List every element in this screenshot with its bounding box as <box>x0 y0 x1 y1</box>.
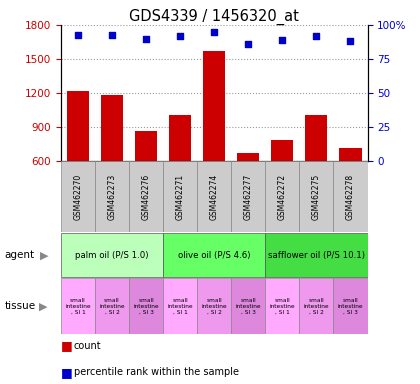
FancyBboxPatch shape <box>299 161 333 232</box>
Point <box>347 38 354 45</box>
FancyBboxPatch shape <box>61 233 163 278</box>
Text: safflower oil (P/S 10.1): safflower oil (P/S 10.1) <box>268 251 365 260</box>
Text: GSM462271: GSM462271 <box>176 174 185 220</box>
Bar <box>135 131 157 161</box>
Bar <box>271 140 294 161</box>
Text: small
intestine
, SI 2: small intestine , SI 2 <box>201 298 227 314</box>
FancyBboxPatch shape <box>333 278 368 334</box>
Text: GSM462275: GSM462275 <box>312 174 321 220</box>
FancyBboxPatch shape <box>129 161 163 232</box>
FancyBboxPatch shape <box>163 278 197 334</box>
Point <box>109 31 116 38</box>
Text: GSM462274: GSM462274 <box>210 174 219 220</box>
Point <box>143 36 150 42</box>
FancyBboxPatch shape <box>163 233 265 278</box>
Text: GSM462272: GSM462272 <box>278 174 287 220</box>
FancyBboxPatch shape <box>265 233 368 278</box>
Point <box>313 33 320 39</box>
FancyBboxPatch shape <box>95 278 129 334</box>
FancyBboxPatch shape <box>197 278 231 334</box>
Text: tissue: tissue <box>4 301 35 311</box>
Point <box>177 33 184 39</box>
Text: count: count <box>74 341 101 351</box>
Point <box>75 31 81 38</box>
Bar <box>101 95 123 161</box>
Text: percentile rank within the sample: percentile rank within the sample <box>74 367 239 377</box>
FancyBboxPatch shape <box>61 161 95 232</box>
Title: GDS4339 / 1456320_at: GDS4339 / 1456320_at <box>129 9 299 25</box>
Text: small
intestine
, SI 1: small intestine , SI 1 <box>270 298 295 314</box>
Bar <box>203 51 225 161</box>
FancyBboxPatch shape <box>265 161 299 232</box>
Bar <box>237 153 259 161</box>
Text: small
intestine
, SI 3: small intestine , SI 3 <box>236 298 261 314</box>
Text: GSM462273: GSM462273 <box>108 174 116 220</box>
Text: GSM462277: GSM462277 <box>244 174 253 220</box>
FancyBboxPatch shape <box>95 161 129 232</box>
FancyBboxPatch shape <box>61 278 95 334</box>
Text: small
intestine
, SI 3: small intestine , SI 3 <box>338 298 363 314</box>
Text: ■: ■ <box>61 339 73 352</box>
Text: small
intestine
, SI 1: small intestine , SI 1 <box>167 298 193 314</box>
Text: GSM462276: GSM462276 <box>142 174 150 220</box>
FancyBboxPatch shape <box>163 161 197 232</box>
Text: ▶: ▶ <box>40 250 48 260</box>
Bar <box>67 91 89 161</box>
Text: ▶: ▶ <box>39 301 47 311</box>
Text: small
intestine
, SI 2: small intestine , SI 2 <box>304 298 329 314</box>
FancyBboxPatch shape <box>197 161 231 232</box>
FancyBboxPatch shape <box>333 161 368 232</box>
FancyBboxPatch shape <box>129 278 163 334</box>
Point <box>211 29 218 35</box>
Bar <box>169 115 191 161</box>
Text: palm oil (P/S 1.0): palm oil (P/S 1.0) <box>75 251 149 260</box>
Bar <box>339 148 362 161</box>
Point <box>245 41 252 47</box>
Text: small
intestine
, SI 3: small intestine , SI 3 <box>133 298 159 314</box>
Text: small
intestine
, SI 2: small intestine , SI 2 <box>99 298 125 314</box>
Text: small
intestine
, SI 1: small intestine , SI 1 <box>65 298 91 314</box>
Point <box>279 37 286 43</box>
Text: GSM462278: GSM462278 <box>346 174 355 220</box>
Text: ■: ■ <box>61 366 73 379</box>
FancyBboxPatch shape <box>265 278 299 334</box>
Text: agent: agent <box>4 250 34 260</box>
Text: olive oil (P/S 4.6): olive oil (P/S 4.6) <box>178 251 250 260</box>
Text: GSM462270: GSM462270 <box>74 174 82 220</box>
FancyBboxPatch shape <box>231 161 265 232</box>
Bar <box>305 115 328 161</box>
FancyBboxPatch shape <box>231 278 265 334</box>
FancyBboxPatch shape <box>299 278 333 334</box>
